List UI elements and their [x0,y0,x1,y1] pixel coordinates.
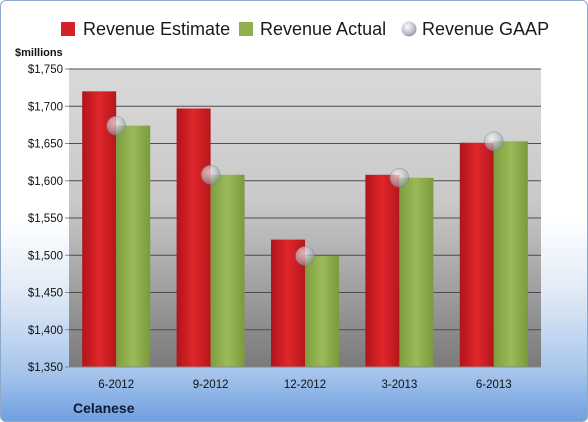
marker-revenue-gaap [389,167,410,188]
gaap-markers [106,115,504,266]
legend-label-actual: Revenue Actual [260,19,386,39]
company-name: Celanese [73,400,135,416]
bar-revenue-actual [116,125,151,368]
x-tick-label: 12-2012 [284,379,326,391]
bars [82,91,528,368]
bar-revenue-actual [493,141,528,367]
y-tick-label: $1,750 [28,64,63,76]
bar-revenue-estimate [365,174,400,367]
x-tick-label: 9-2012 [193,379,229,391]
legend-label-gaap: Revenue GAAP [422,19,549,39]
legend-item-actual: Revenue Actual [239,19,386,39]
bar-revenue-actual [210,174,245,367]
x-tick-label: 6-2012 [98,379,134,391]
y-axis-ticks: $1,350 $1,400 $1,450 $1,500 $1,550 $1,600 $1,6… [28,64,69,374]
bar-revenue-estimate [176,108,211,368]
legend-swatch-actual [239,22,253,36]
marker-revenue-gaap [483,131,504,152]
marker-revenue-gaap [200,164,221,185]
marker-revenue-gaap [295,246,315,266]
legend-item-estimate: Revenue Estimate [61,19,230,39]
bar-revenue-estimate [82,91,117,367]
legend: Revenue Estimate Revenue Actual Revenue … [61,19,549,39]
y-tick-label: $1,550 [28,213,63,225]
y-axis-unit-label: $millions [15,47,63,59]
legend-swatch-gaap [401,21,417,37]
x-axis-ticks: 6-2012 9-2012 12-2012 3-2013 6-2013 [98,379,511,391]
y-tick-label: $1,350 [28,362,63,374]
legend-swatch-estimate [61,22,75,36]
bar-revenue-actual [305,255,339,367]
marker-revenue-gaap [106,115,126,136]
y-tick-label: $1,500 [28,250,63,262]
y-tick-label: $1,450 [28,288,63,300]
x-tick-label: 3-2013 [381,379,417,391]
bar-revenue-estimate [459,142,494,367]
y-tick-label: $1,700 [28,101,63,113]
y-tick-label: $1,400 [28,325,63,337]
bar-revenue-actual [399,177,434,367]
y-tick-label: $1,650 [28,139,63,151]
y-tick-label: $1,600 [28,176,63,188]
x-tick-label: 6-2013 [476,379,512,391]
legend-label-estimate: Revenue Estimate [83,19,230,39]
legend-item-gaap: Revenue GAAP [401,19,549,39]
